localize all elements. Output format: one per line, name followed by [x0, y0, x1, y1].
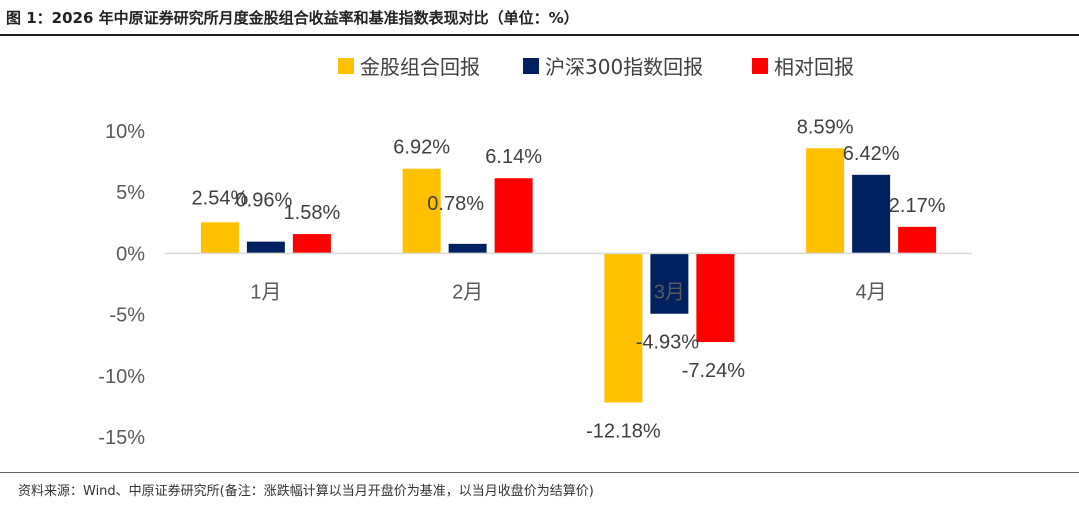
- y-tick-label: 0%: [116, 243, 145, 265]
- y-tick-label: -5%: [109, 305, 145, 327]
- figure-title: 图 1：2026 年中原证券研究所月度金股组合收益率和基准指数表现对比（单位：%…: [6, 9, 579, 27]
- legend-label: 金股组合回报: [360, 55, 480, 79]
- x-tick-label: 4月: [856, 281, 887, 303]
- bar: [494, 178, 533, 254]
- legend-label: 沪深300指数回报: [545, 55, 703, 79]
- bars: [200, 148, 937, 403]
- bar: [604, 253, 643, 403]
- legend: 金股组合回报 沪深300指数回报 相对回报: [338, 55, 854, 79]
- title-bar: 图 1：2026 年中原证券研究所月度金股组合收益率和基准指数表现对比（单位：%…: [0, 0, 1079, 36]
- data-label: 0.78%: [427, 193, 484, 215]
- source-note: 资料来源：Wind、中原证券研究所(备注：涨跌幅计算以当月开盘价为基准，以当月收…: [18, 484, 594, 499]
- y-tick-label: -10%: [98, 366, 145, 388]
- bar: [292, 234, 331, 254]
- legend-swatch: [752, 58, 768, 74]
- data-label: 6.42%: [843, 143, 900, 165]
- data-label: 0.96%: [236, 190, 293, 212]
- x-tick-label: 1月: [250, 281, 281, 303]
- bar: [696, 253, 735, 343]
- x-tick-label: 3月: [654, 281, 685, 303]
- bar: [200, 222, 239, 254]
- bar: [402, 168, 441, 254]
- legend-label: 相对回报: [774, 55, 854, 79]
- legend-swatch: [338, 58, 354, 74]
- y-tick-label: -15%: [98, 427, 145, 449]
- y-axis: 10% 5% 0% -5% -10% -15%: [98, 121, 145, 449]
- x-tick-label: 2月: [452, 281, 483, 303]
- data-label: 2.54%: [192, 187, 249, 209]
- data-label: 8.59%: [797, 116, 854, 138]
- data-label: -4.93%: [636, 332, 700, 354]
- legend-swatch: [523, 58, 539, 74]
- y-tick-label: 5%: [116, 182, 145, 204]
- x-axis: 1月 2月 3月 4月: [250, 281, 886, 303]
- data-label: 6.14%: [485, 146, 542, 168]
- footer-divider: [0, 472, 1079, 473]
- bar: [650, 253, 689, 314]
- bar: [448, 243, 487, 254]
- y-tick-label: 10%: [105, 121, 145, 143]
- data-labels: 2.54%0.96%1.58% 6.92% 0.78% 6.14% -12.18% -4.…: [192, 116, 946, 442]
- data-label: -7.24%: [682, 360, 746, 382]
- bar-chart: 金股组合回报 沪深300指数回报 相对回报 10% 5% 0% -5% -10% -15% 1…: [98, 55, 972, 449]
- data-label: 1.58%: [284, 202, 341, 224]
- bar: [898, 226, 937, 254]
- bar: [806, 148, 845, 254]
- data-label: 6.92%: [393, 137, 450, 159]
- data-label: 2.17%: [889, 195, 946, 217]
- data-label: -12.18%: [586, 420, 661, 442]
- bar: [246, 241, 285, 254]
- bar: [852, 174, 891, 254]
